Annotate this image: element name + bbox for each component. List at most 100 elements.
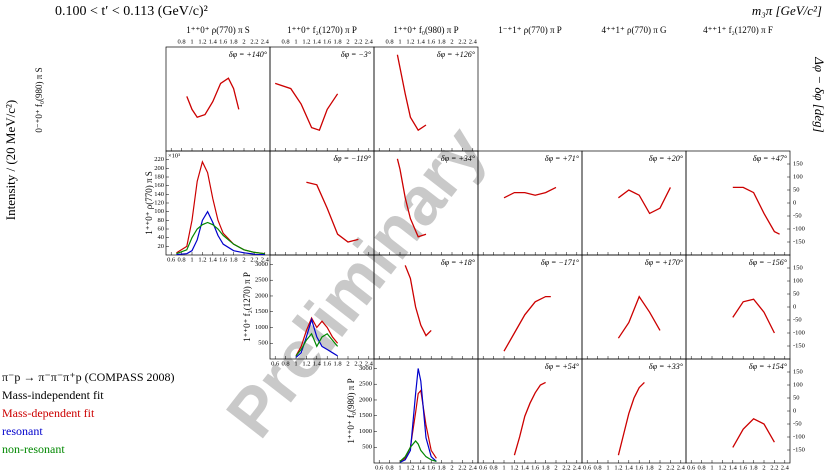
column-header: 1⁺⁺0⁺ ρ(770) π S [186, 25, 250, 35]
y-tick-label: 0 [793, 303, 796, 310]
y-tick-label: 1500 [359, 412, 372, 419]
y-tick-label: 1000 [359, 428, 372, 435]
x-tick-label: 1 [398, 38, 401, 45]
column-header: 4⁺⁺1⁺ ρ(770) π G [601, 25, 667, 35]
x-tick-label: 1.8 [438, 464, 446, 471]
x-tick-label: 0.8 [490, 464, 498, 471]
phase-fit [617, 381, 645, 456]
legend-item: Mass-dependent fit [2, 406, 95, 420]
x-tick-label: 2 [346, 360, 349, 367]
y-tick-label: 100 [793, 173, 803, 180]
y-tick-label: 50 [793, 394, 800, 401]
x-tick-label: 1.2 [510, 464, 518, 471]
y-tick-label: -150 [793, 238, 805, 245]
row-label: 1⁺⁺0⁺ f₂(1270) π P [242, 272, 252, 342]
phase-offset: δφ = +18° [441, 258, 476, 267]
y-tick-label: -50 [793, 212, 802, 219]
x-tick-label: 0.8 [178, 38, 186, 45]
panel-frame [685, 254, 791, 360]
phase-fit [503, 186, 557, 199]
panel-frame [685, 150, 791, 256]
x-tick-label: 1.8 [750, 464, 758, 471]
x-tick-label: 1 [190, 256, 193, 263]
title: 0.100 < t′ < 0.113 (GeV/c)² [55, 4, 208, 19]
x-tick-label: 0.8 [386, 464, 394, 471]
phase-offset: δφ = −119° [333, 154, 371, 163]
x-tick-label: 2.4 [781, 464, 790, 471]
y-tick-label: 100 [154, 208, 164, 215]
right-axis-label: Δφ − δφ [deg] [812, 56, 827, 132]
x-tick-label: 1.2 [406, 464, 414, 471]
x-tick-label: 1 [190, 38, 193, 45]
phase-offset: δφ = +170° [645, 258, 684, 267]
x-tick-label: 0.6 [479, 464, 488, 471]
x-tick-label: 1.8 [646, 464, 654, 471]
phase-offset: δφ = −171° [541, 258, 580, 267]
x-tick-label: 2.4 [469, 38, 478, 45]
x-tick-label: 0.6 [375, 464, 384, 471]
x-tick-label: 1 [294, 38, 297, 45]
x-tick-label: 2 [346, 38, 349, 45]
x-tick-label: 1.8 [334, 360, 342, 367]
column-header: 1⁺⁺0⁺ f₂(1270) π P [287, 25, 357, 35]
x-tick-label: 0.8 [594, 464, 602, 471]
y-tick-label: -50 [793, 316, 802, 323]
phase-offset: δφ = −156° [749, 258, 788, 267]
intensity-curve [399, 389, 437, 462]
x-tick-label: 2 [450, 464, 453, 471]
panel-frame [685, 358, 791, 464]
y-tick-label: 1000 [255, 324, 268, 331]
phase-fit [732, 186, 780, 235]
phase-offset: δφ = +34° [441, 154, 476, 163]
x-tick-label: 1.4 [625, 464, 634, 471]
x-tick-label: 1.4 [417, 464, 426, 471]
panel-frame [373, 358, 479, 464]
phase-fit [732, 298, 775, 334]
x-tick-label: 1 [294, 360, 297, 367]
x-tick-label: 2.2 [562, 464, 570, 471]
y-tick-label: 2500 [255, 277, 268, 284]
intensity-curve [176, 221, 265, 255]
legend-item: non-resonant [2, 442, 65, 456]
y-tick-label: 50 [793, 186, 800, 193]
x-tick-label: 1.6 [739, 464, 748, 471]
mass-label: m₃π [GeV/c²] [752, 3, 822, 18]
y-tick-label: 100 [793, 381, 803, 388]
x-tick-label: 2.4 [261, 256, 270, 263]
y-tick-label: 2500 [359, 381, 372, 388]
x-tick-label: 1.2 [718, 464, 726, 471]
x-tick-label: 1.8 [438, 38, 446, 45]
y-tick-label: 500 [258, 340, 268, 347]
y-tick-label: -100 [793, 433, 805, 440]
y-tick-label: 3000 [359, 365, 372, 372]
y-tick-label: 500 [362, 444, 372, 451]
x-tick-label: 2.4 [261, 38, 270, 45]
x-tick-label: 2.2 [354, 38, 362, 45]
x-tick-label: 2 [554, 464, 557, 471]
y-tick-label: -100 [793, 329, 805, 336]
x-tick-label: 0.6 [271, 360, 280, 367]
x-tick-label: 0.8 [282, 38, 290, 45]
panel-frame [477, 254, 583, 360]
phase-offset: δφ = +54° [545, 362, 580, 371]
x-tick-label: 1.6 [635, 464, 644, 471]
x-tick-label: 2 [450, 38, 453, 45]
y-tick-label: 20 [158, 243, 165, 250]
y-tick-label: 0 [793, 199, 796, 206]
x-tick-label: 1.2 [198, 256, 206, 263]
phase-fit [396, 54, 427, 132]
y-tick-label: 120 [154, 199, 164, 206]
phase-fit [503, 295, 551, 352]
legend-reaction: π⁻p → π⁻π⁻π⁺p (COMPASS 2008) [2, 370, 175, 384]
x-tick-label: 0.8 [386, 38, 394, 45]
x-tick-label: 0.6 [583, 464, 592, 471]
intensity-curve [399, 439, 437, 462]
x-tick-label: 1.6 [219, 38, 228, 45]
y-tick-label: -100 [793, 225, 805, 232]
x-tick-label: 1.2 [302, 38, 310, 45]
x-tick-label: 1 [502, 464, 505, 471]
y-tick-label: -150 [793, 342, 805, 349]
x-tick-label: 0.8 [282, 360, 290, 367]
x-tick-label: 1 [398, 464, 401, 471]
y-tick-label: 200 [154, 165, 164, 172]
